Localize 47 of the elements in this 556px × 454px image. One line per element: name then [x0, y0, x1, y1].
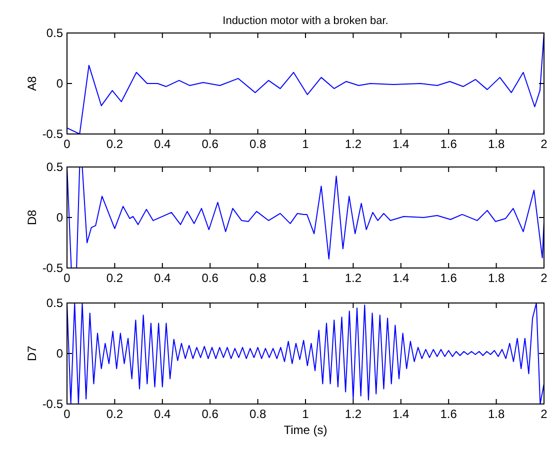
x-tick-label: 2	[540, 407, 548, 421]
x-tick-label: 0.2	[106, 271, 124, 285]
x-tick-label: 0.6	[202, 407, 219, 421]
y-tick-label: 0	[56, 346, 64, 360]
x-tick-label: 1.4	[392, 407, 410, 421]
x-tick-label: 1.6	[440, 271, 458, 285]
y-axis-title: D8	[25, 210, 39, 226]
x-tick-label: 1.4	[392, 137, 410, 151]
x-tick-label: 1.6	[440, 407, 458, 421]
x-tick-label: 1.2	[344, 407, 362, 421]
line-series	[67, 167, 544, 268]
y-tick-label: 0	[56, 210, 64, 224]
x-tick-label: 0.6	[202, 137, 219, 151]
line-series	[67, 303, 544, 404]
line-series	[67, 33, 544, 134]
x-axis-title: Time (s)	[284, 423, 328, 437]
x-tick-label: 0.2	[106, 407, 124, 421]
x-tick-label: 0.2	[106, 137, 124, 151]
x-tick-label: 1	[302, 137, 310, 151]
x-tick-label: 1.2	[344, 137, 362, 151]
y-tick-label: 0.5	[46, 296, 64, 310]
chart-title: Induction motor with a broken bar.	[222, 15, 388, 27]
x-tick-label: 0.8	[249, 271, 266, 285]
x-tick-label: 0.6	[202, 271, 219, 285]
x-tick-label: 1.4	[392, 271, 410, 285]
x-tick-label: 0.4	[154, 137, 172, 151]
x-tick-label: 2	[540, 137, 548, 151]
y-tick-label: 0.5	[46, 160, 64, 174]
x-tick-label: 1.8	[488, 271, 505, 285]
x-tick-label: 0.4	[154, 407, 172, 421]
y-tick-label: -0.5	[42, 397, 64, 411]
y-axis-title: D7	[25, 346, 39, 362]
y-axis-title: A8	[25, 76, 39, 91]
x-tick-label: 1	[302, 407, 310, 421]
x-tick-label: 1.8	[488, 407, 505, 421]
x-tick-label: 0.8	[249, 137, 266, 151]
x-tick-label: 1.6	[440, 137, 458, 151]
x-tick-label: 0.4	[154, 271, 172, 285]
y-tick-label: 0	[56, 76, 64, 90]
y-tick-label: 0.5	[46, 26, 64, 40]
x-tick-label: 1	[302, 271, 310, 285]
x-tick-label: 1.2	[344, 271, 362, 285]
x-tick-label: 0.8	[249, 407, 266, 421]
y-tick-label: -0.5	[42, 127, 64, 141]
x-tick-label: 1.8	[488, 137, 505, 151]
x-tick-label: 2	[540, 271, 548, 285]
y-tick-label: -0.5	[42, 261, 64, 275]
